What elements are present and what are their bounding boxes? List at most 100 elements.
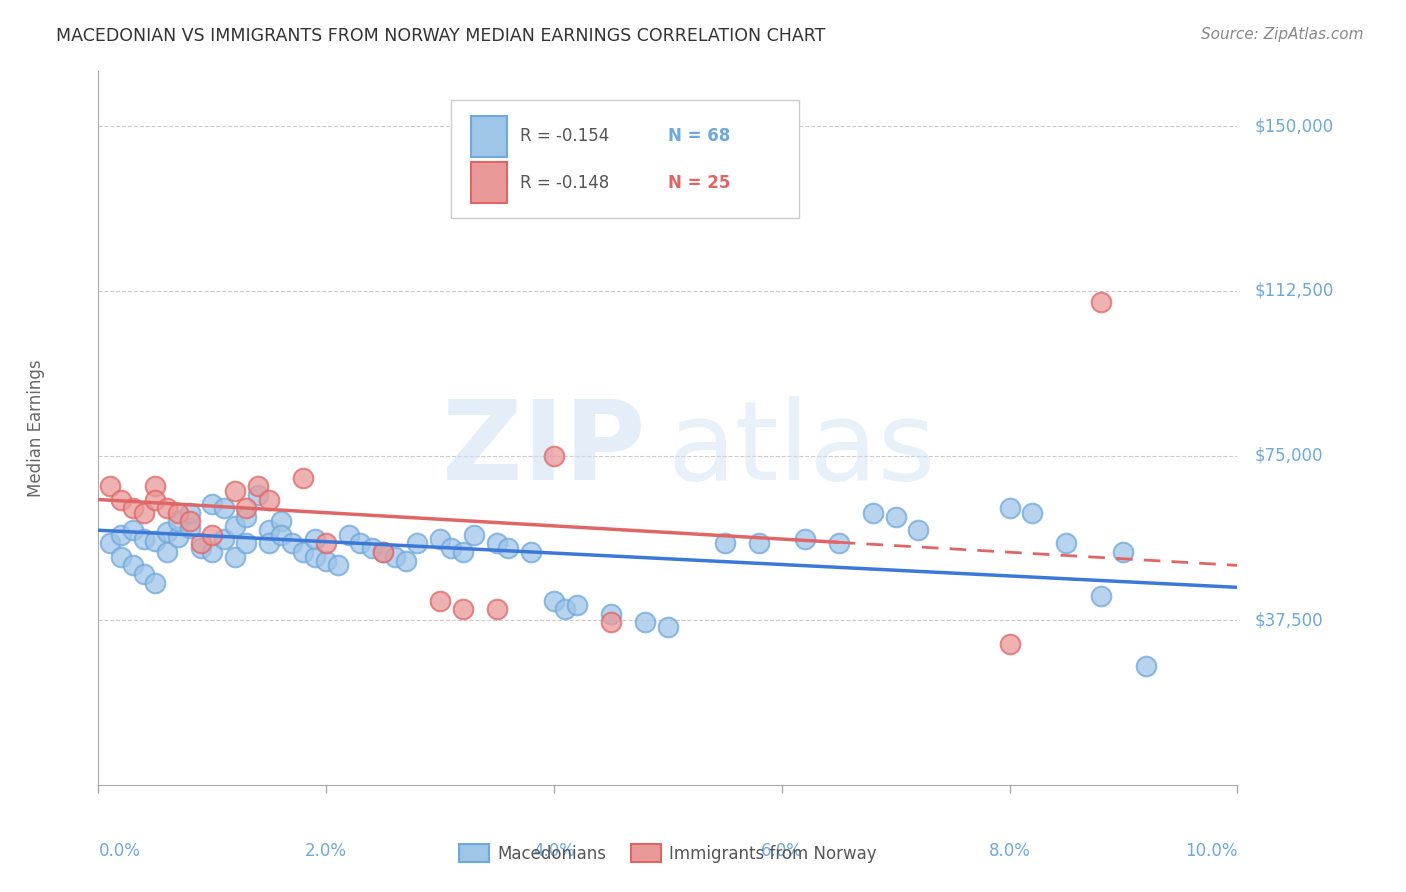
Point [998,637,1021,651]
Point [98,479,121,493]
Point [373,545,395,559]
Point [304,549,326,564]
Point [1090,589,1112,603]
Point [98,536,121,550]
Point [998,501,1021,516]
Text: atlas: atlas [668,396,936,503]
Text: $75,000: $75,000 [1254,447,1323,465]
Point [110,492,132,507]
Point [167,530,190,544]
Point [145,534,167,549]
Point [349,536,371,550]
Text: ZIP: ZIP [441,396,645,503]
Point [110,527,132,541]
Point [543,593,565,607]
Point [554,602,576,616]
Point [520,545,543,559]
Point [179,506,201,520]
Point [110,549,132,564]
Point [326,558,349,573]
Point [337,527,360,541]
Point [132,532,155,546]
Point [828,536,851,550]
Point [862,506,884,520]
Point [793,532,815,546]
Point [748,536,770,550]
Point [486,536,509,550]
Legend: Macedonians, Immigrants from Norway: Macedonians, Immigrants from Norway [453,838,883,870]
Point [440,541,463,555]
Bar [471,162,508,203]
Point [429,532,451,546]
Point [132,506,155,520]
Point [156,525,179,540]
Point [201,545,224,559]
Point [201,527,224,541]
Point [259,536,281,550]
Point [395,554,418,568]
Point [657,620,679,634]
Point [406,536,429,550]
Point [246,479,269,493]
Point [498,541,520,555]
Point [451,545,474,559]
Point [224,549,246,564]
Point [600,615,623,630]
Point [224,483,246,498]
Point [121,501,143,516]
Point [145,479,167,493]
Point [270,527,292,541]
Point [212,501,235,516]
Point [634,615,657,630]
Point [235,510,257,524]
Text: $150,000: $150,000 [1254,117,1333,136]
Text: Source: ZipAtlas.com: Source: ZipAtlas.com [1201,27,1364,42]
Point [145,576,167,591]
Text: 6.0%: 6.0% [761,842,803,860]
Point [315,536,337,550]
Text: R = -0.148: R = -0.148 [520,174,609,192]
Point [486,602,509,616]
Text: R = -0.154: R = -0.154 [520,128,609,145]
Point [292,545,315,559]
Point [384,549,406,564]
Point [373,545,395,559]
Point [167,506,190,520]
Point [907,523,929,537]
Text: N = 68: N = 68 [668,128,730,145]
Point [543,449,565,463]
Text: $37,500: $37,500 [1254,611,1323,629]
Point [565,598,588,612]
Point [1021,506,1043,520]
Point [201,497,224,511]
Point [145,492,167,507]
Point [167,515,190,529]
Point [190,541,212,555]
Point [304,532,326,546]
Text: 8.0%: 8.0% [988,842,1031,860]
Text: 0.0%: 0.0% [98,842,141,860]
Point [212,532,235,546]
Point [259,492,281,507]
Point [235,536,257,550]
Point [259,523,281,537]
Point [121,558,143,573]
Point [270,515,292,529]
Text: 10.0%: 10.0% [1185,842,1237,860]
Point [281,536,304,550]
Text: 4.0%: 4.0% [533,842,575,860]
Bar [471,116,508,157]
Point [1135,659,1157,673]
Point [315,554,337,568]
Point [156,501,179,516]
Point [246,488,269,502]
Point [179,515,201,529]
Text: 2.0%: 2.0% [305,842,347,860]
Point [190,536,212,550]
Point [600,607,623,621]
Text: $112,500: $112,500 [1254,282,1334,300]
Point [451,602,474,616]
Text: N = 25: N = 25 [668,174,730,192]
Point [132,567,155,582]
Text: Median Earnings: Median Earnings [27,359,45,497]
